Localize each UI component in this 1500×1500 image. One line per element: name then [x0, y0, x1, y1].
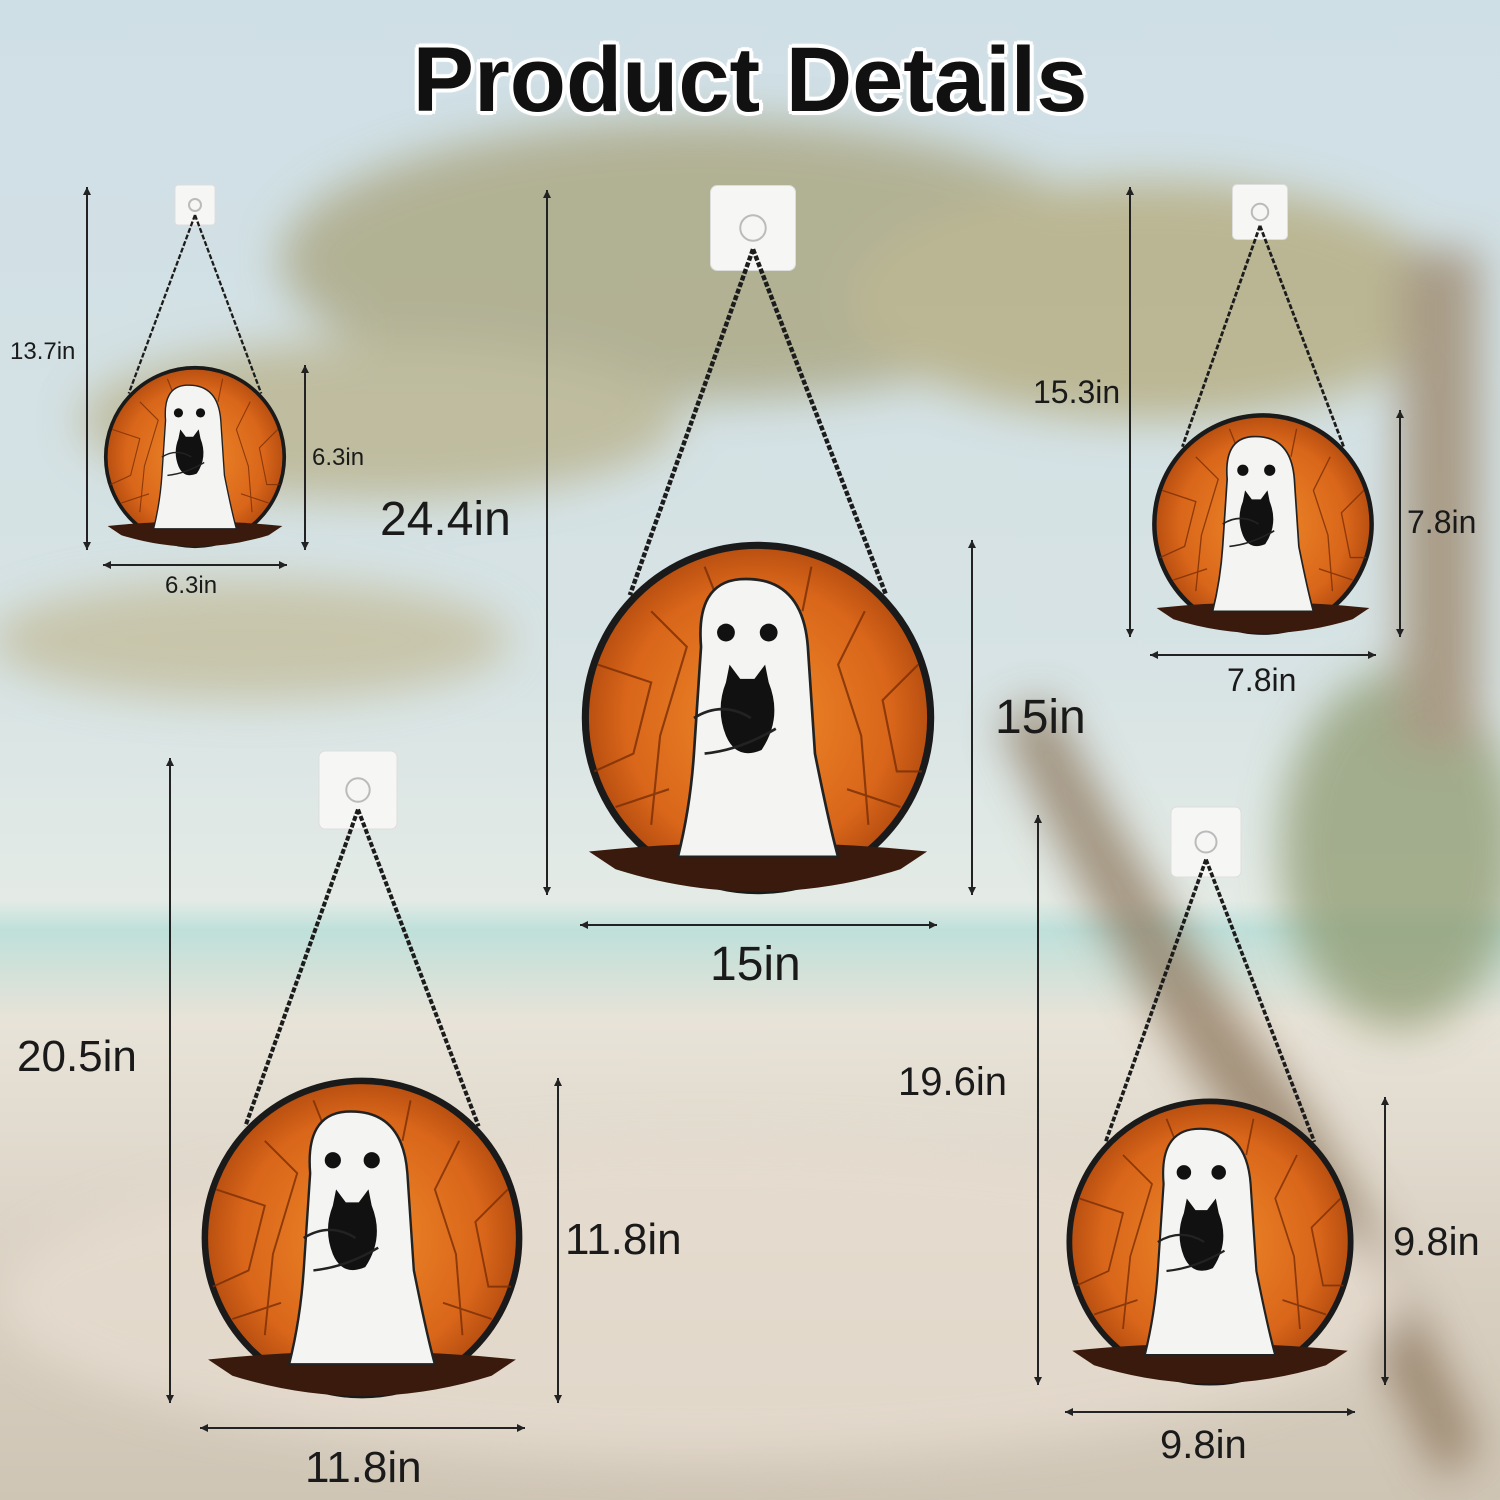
total-height-label: 13.7in [10, 338, 76, 365]
arrow-head [1381, 1377, 1389, 1385]
arrow-head [554, 1395, 562, 1403]
chain [1103, 858, 1208, 1143]
total-height-label: 20.5in [17, 1032, 137, 1081]
diameter-width-label: 9.8in [1160, 1423, 1247, 1467]
hook-icon [188, 198, 202, 212]
adhesive-hook [1170, 806, 1242, 878]
diameter-height-arrow [1381, 1097, 1389, 1385]
diameter-height-label: 9.8in [1393, 1220, 1480, 1264]
arrow-head [543, 190, 551, 198]
arrow-head [929, 921, 937, 929]
diameter-width-label: 11.8in [305, 1443, 422, 1492]
diameter-width-arrow [103, 561, 287, 569]
chain [750, 248, 889, 596]
ghost-cat-suncatcher-disc [1069, 1101, 1350, 1383]
arrow-head [1126, 187, 1134, 195]
chain [356, 808, 481, 1127]
hook-icon [739, 214, 767, 242]
arrow-head [1381, 1097, 1389, 1105]
ghost-cat-suncatcher-disc [205, 1081, 519, 1396]
adhesive-hook [174, 184, 216, 226]
adhesive-hook [710, 185, 796, 271]
diameter-height-arrow [301, 365, 309, 550]
arrow-head [1065, 1408, 1073, 1416]
arrow-head [517, 1424, 525, 1432]
hook-icon [1194, 830, 1218, 854]
arrow-head [83, 542, 91, 550]
arrow-head [543, 887, 551, 895]
product-4 [205, 750, 519, 1396]
diameter-height-label: 7.8in [1407, 504, 1477, 540]
chain [243, 808, 360, 1127]
total-height-arrow [1126, 187, 1134, 637]
chain [1258, 225, 1345, 448]
diameter-height-label: 6.3in [312, 444, 365, 471]
arrow-head [1396, 410, 1404, 418]
arrow-head [1150, 651, 1158, 659]
arrow-head [1034, 1377, 1042, 1385]
chain [127, 214, 197, 394]
diameter-width-label: 7.8in [1227, 662, 1297, 698]
diameter-height-arrow [968, 540, 976, 895]
chain [193, 214, 263, 394]
diameter-width-arrow [1065, 1408, 1355, 1416]
diameter-width-label: 6.3in [165, 572, 218, 599]
total-height-arrow [166, 758, 174, 1403]
diameter-height-label: 15in [995, 691, 1086, 744]
adhesive-hook [318, 750, 398, 830]
arrow-head [1396, 629, 1404, 637]
total-height-arrow [1034, 815, 1042, 1385]
diameter-height-label: 11.8in [565, 1215, 682, 1264]
arrow-head [1368, 651, 1376, 659]
hook-icon [345, 777, 371, 803]
arrow-head [580, 921, 588, 929]
arrow-head [968, 887, 976, 895]
arrow-head [301, 542, 309, 550]
page-title: Product Details [412, 29, 1088, 131]
arrow-head [1034, 815, 1042, 823]
total-height-arrow [83, 187, 91, 550]
arrow-head [968, 540, 976, 548]
arrow-head [1347, 1408, 1355, 1416]
diameter-height-arrow [554, 1078, 562, 1403]
total-height-label: 24.4in [380, 493, 511, 546]
diameter-width-label: 15in [710, 938, 801, 991]
arrow-head [103, 561, 111, 569]
arrow-head [166, 758, 174, 766]
diameter-width-arrow [200, 1424, 525, 1432]
ghost-cat-suncatcher-disc [585, 545, 930, 891]
chain [1181, 225, 1262, 448]
diameter-width-arrow [580, 921, 937, 929]
product-1 [103, 184, 287, 549]
total-height-label: 19.6in [898, 1060, 1007, 1104]
ghost-cat-suncatcher-disc [103, 365, 287, 549]
arrow-head [301, 365, 309, 373]
chain [627, 248, 756, 596]
diameter-width-arrow [1150, 651, 1376, 659]
arrow-head [1126, 629, 1134, 637]
adhesive-hook [1232, 184, 1288, 240]
arrow-head [166, 1395, 174, 1403]
arrow-head [279, 561, 287, 569]
chain [1204, 858, 1317, 1143]
product-3 [1154, 184, 1371, 634]
arrow-head [200, 1424, 208, 1432]
product-2 [585, 185, 930, 892]
diameter-height-arrow [1396, 410, 1404, 637]
arrow-head [554, 1078, 562, 1086]
ghost-cat-suncatcher-disc [1154, 415, 1371, 633]
arrow-head [83, 187, 91, 195]
total-height-arrow [543, 190, 551, 895]
hook-icon [1250, 202, 1270, 222]
total-height-label: 15.3in [1033, 374, 1121, 410]
product-5 [1069, 806, 1350, 1383]
